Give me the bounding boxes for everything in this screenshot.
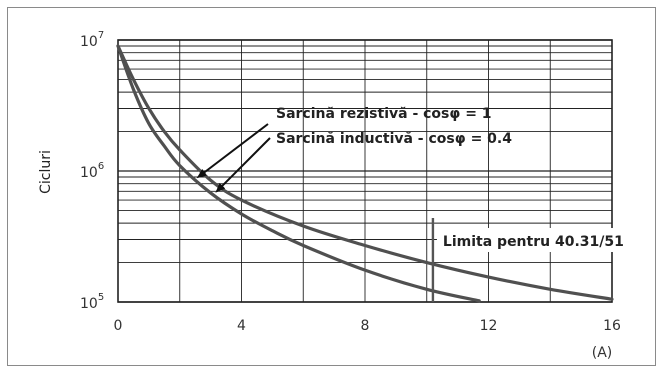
annotation-label-inductive: Sarcină inductivă - cosφ = 0.4 [276, 131, 512, 147]
limit-label: Limita pentru 40.31/51 [443, 234, 624, 250]
x-tick-label: 0 [114, 318, 123, 334]
chart-frame [7, 7, 656, 366]
x-tick-label: 12 [480, 318, 498, 334]
annotation-arrow-inductive [215, 137, 271, 193]
x-axis-unit-label: (A) [592, 345, 613, 361]
x-tick-labels: 0 4 8 12 16 [114, 318, 621, 334]
limit-label-background [436, 228, 633, 252]
x-tick-label: 4 [237, 318, 246, 334]
x-tick-label: 16 [603, 318, 621, 334]
annotation-label-resistive: Sarcină rezistivă - cosφ = 1 [276, 106, 492, 122]
grid [117, 39, 613, 303]
y-tick-label: 107 [80, 30, 104, 50]
series-line-1 [116, 44, 614, 301]
series-line-2 [116, 44, 481, 303]
y-tick-label: 106 [80, 161, 104, 181]
plot-border [117, 39, 613, 303]
y-tick-label: 105 [80, 292, 104, 312]
y-tick-labels: 105 106 107 [80, 30, 104, 312]
y-axis-label: Cicluri [38, 150, 54, 194]
annotations: Sarcină rezistivă - cosφ = 1 Sarcină indu… [196, 106, 633, 302]
annotation-arrow-resistive [196, 123, 269, 179]
series-group [116, 44, 614, 303]
x-tick-label: 8 [361, 318, 370, 334]
